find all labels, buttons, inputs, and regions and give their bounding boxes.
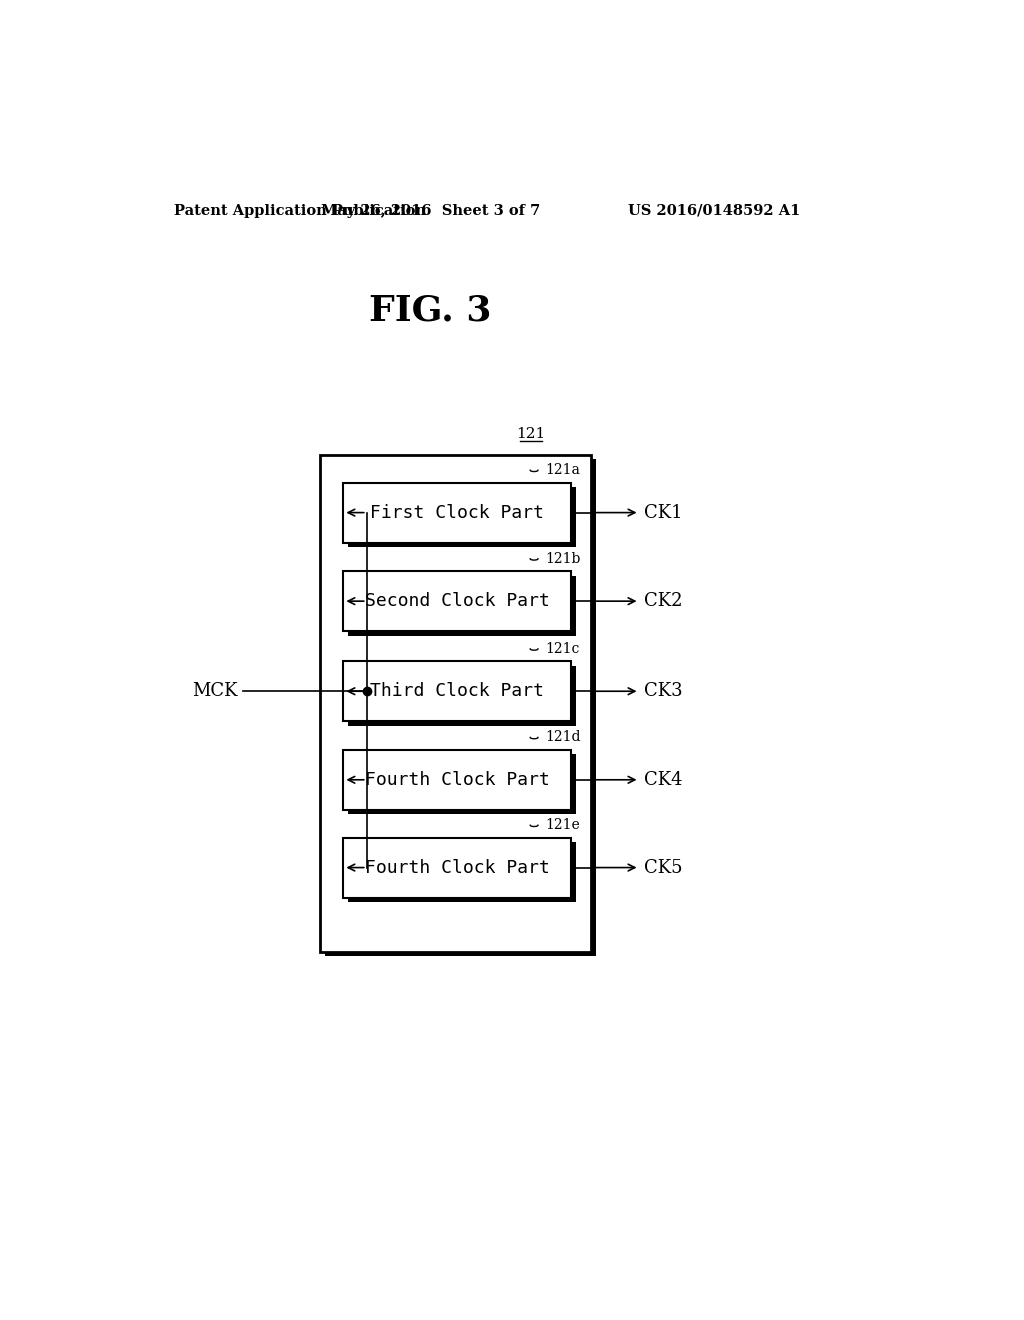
Bar: [348, 487, 575, 548]
Text: US 2016/0148592 A1: US 2016/0148592 A1: [628, 203, 800, 218]
Text: CK5: CK5: [644, 858, 683, 876]
Bar: [348, 576, 575, 636]
Bar: [343, 483, 571, 543]
Bar: [343, 837, 571, 898]
Text: 121e: 121e: [545, 818, 580, 832]
Text: CK3: CK3: [644, 682, 683, 700]
Text: Third Clock Part: Third Clock Part: [371, 682, 545, 700]
Text: Fourth Clock Part: Fourth Clock Part: [365, 858, 550, 876]
Text: 121b: 121b: [545, 552, 581, 566]
Bar: [348, 842, 575, 903]
Text: MCK: MCK: [193, 682, 238, 700]
Text: 121d: 121d: [545, 730, 581, 744]
Text: CK4: CK4: [644, 771, 683, 789]
Bar: [348, 665, 575, 726]
Text: First Clock Part: First Clock Part: [371, 504, 545, 521]
Text: Second Clock Part: Second Clock Part: [365, 593, 550, 610]
Bar: [348, 755, 575, 814]
Text: Fourth Clock Part: Fourth Clock Part: [365, 771, 550, 789]
Text: FIG. 3: FIG. 3: [369, 294, 492, 327]
Text: May 26, 2016  Sheet 3 of 7: May 26, 2016 Sheet 3 of 7: [321, 203, 540, 218]
Text: 121a: 121a: [545, 463, 580, 478]
Text: Patent Application Publication: Patent Application Publication: [174, 203, 427, 218]
Text: CK1: CK1: [644, 504, 683, 521]
Bar: [321, 455, 592, 952]
Text: 121: 121: [516, 428, 546, 441]
Text: CK2: CK2: [644, 593, 683, 610]
Bar: [343, 572, 571, 631]
Bar: [325, 459, 596, 956]
Text: 121c: 121c: [545, 642, 580, 656]
Bar: [343, 661, 571, 721]
Bar: [343, 750, 571, 809]
